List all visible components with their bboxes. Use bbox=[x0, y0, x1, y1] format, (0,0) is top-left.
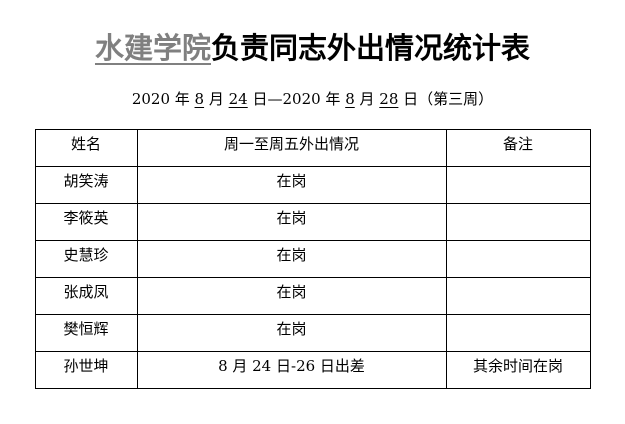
status-cell: 在岗 bbox=[136, 203, 447, 241]
name-cell: 史慧珍 bbox=[34, 240, 138, 278]
note-cell: 其余时间在岗 bbox=[445, 351, 591, 389]
table-row: 史慧珍 在岗 bbox=[34, 240, 591, 278]
title-college-name: 水建学院 bbox=[94, 31, 211, 65]
status-table: 姓名 周一至周五外出情况 备注 胡笑涛 在岗 李筱英 在岗 史慧珍 在岗 bbox=[34, 129, 591, 389]
subtitle-segment: 日（第三周） bbox=[398, 90, 494, 109]
note-cell bbox=[445, 166, 591, 204]
table-row: 孙世坤 8 月 24 日-26 日出差 其余时间在岗 bbox=[34, 351, 591, 389]
note-cell bbox=[445, 314, 591, 352]
table-header-row: 姓名 周一至周五外出情况 备注 bbox=[34, 129, 591, 167]
status-cell: 8 月 24 日-26 日出差 bbox=[136, 351, 447, 389]
title-rest-text: 负责同志外出情况统计表 bbox=[211, 31, 531, 65]
page-title: 水建学院负责同志外出情况统计表 bbox=[0, 0, 625, 66]
table-row: 胡笑涛 在岗 bbox=[34, 166, 591, 204]
col-header-note: 备注 bbox=[445, 129, 591, 167]
name-cell: 李筱英 bbox=[34, 203, 138, 241]
note-cell bbox=[445, 203, 591, 241]
note-cell bbox=[445, 277, 591, 315]
subtitle-segment-underlined: 8 bbox=[345, 90, 355, 109]
subtitle-segment-underlined: 24 bbox=[228, 90, 248, 109]
subtitle-segment: 日—2020 年 bbox=[247, 90, 346, 109]
name-cell: 张成凤 bbox=[34, 277, 138, 315]
status-cell: 在岗 bbox=[136, 240, 447, 278]
table-row: 樊恒辉 在岗 bbox=[34, 314, 591, 352]
status-cell: 在岗 bbox=[136, 166, 447, 204]
table-row: 张成凤 在岗 bbox=[34, 277, 591, 315]
col-header-status: 周一至周五外出情况 bbox=[136, 129, 447, 167]
subtitle-segment-underlined: 28 bbox=[379, 90, 399, 109]
subtitle-segment: 2020 年 bbox=[131, 90, 195, 109]
name-cell: 樊恒辉 bbox=[34, 314, 138, 352]
status-cell: 在岗 bbox=[136, 277, 447, 315]
table-row: 李筱英 在岗 bbox=[34, 203, 591, 241]
subtitle-segment-underlined: 8 bbox=[194, 90, 205, 109]
note-cell bbox=[445, 240, 591, 278]
subtitle-segment: 月 bbox=[354, 90, 380, 109]
col-header-name: 姓名 bbox=[34, 129, 138, 167]
date-range-subtitle: 2020 年 8 月 24 日—2020 年 8 月 28 日（第三周） bbox=[0, 90, 625, 109]
name-cell: 孙世坤 bbox=[34, 351, 138, 389]
name-cell: 胡笑涛 bbox=[34, 166, 138, 204]
status-cell: 在岗 bbox=[136, 314, 447, 352]
subtitle-segment: 月 bbox=[204, 90, 229, 109]
